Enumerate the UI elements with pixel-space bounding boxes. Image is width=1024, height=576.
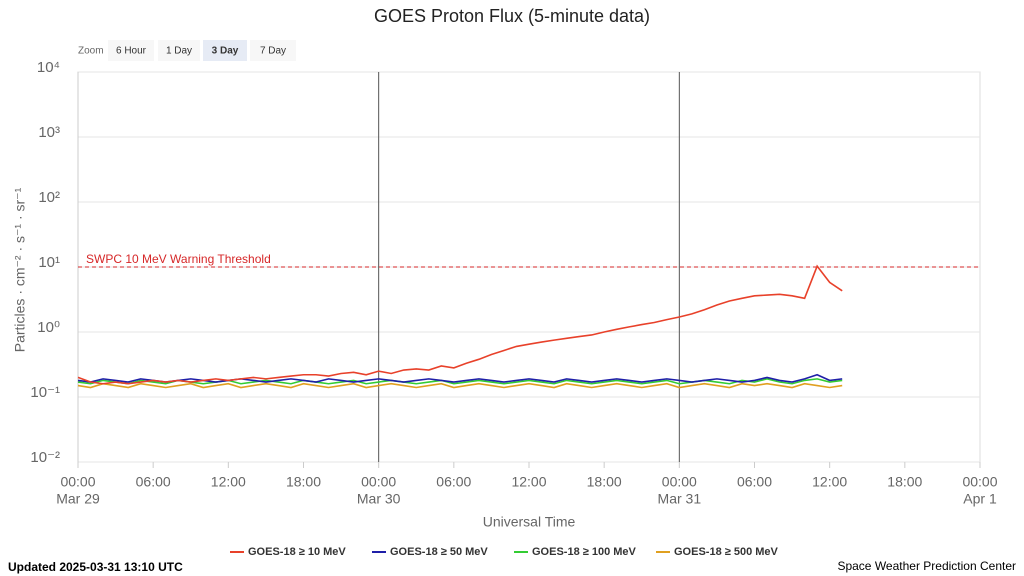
zoom-button[interactable] [108,40,154,61]
x-tick-date: Apr 1 [963,491,997,507]
x-tick-label: 12:00 [211,474,246,490]
series-line [77,264,843,385]
x-tick-label: 06:00 [136,474,171,490]
zoom-button-label[interactable]: 3 Day [212,46,239,57]
x-axis-label: Universal Time [483,514,576,530]
y-tick-label: 10⁻¹ [30,384,60,401]
zoom-button[interactable] [203,40,247,61]
zoom-button-label[interactable]: 6 Hour [116,46,147,57]
zoom-button-label[interactable]: 1 Day [166,46,192,57]
y-tick-label: 10⁻² [30,449,60,466]
x-tick-date: Mar 29 [56,491,100,507]
y-tick-label: 10¹ [38,254,60,271]
legend-label[interactable]: GOES-18 ≥ 50 MeV [390,546,488,558]
x-tick-label: 00:00 [361,474,396,490]
y-tick-label: 10² [38,189,60,206]
x-tick-label: 18:00 [286,474,321,490]
y-tick-label: 10³ [38,124,60,141]
legend-label[interactable]: GOES-18 ≥ 10 MeV [248,546,346,558]
x-tick-label: 18:00 [887,474,922,490]
chart-title: GOES Proton Flux (5-minute data) [374,6,650,26]
x-tick-date: Mar 31 [658,491,702,507]
legend-label[interactable]: GOES-18 ≥ 100 MeV [532,546,637,558]
x-tick-label: 12:00 [812,474,847,490]
x-tick-label: 12:00 [511,474,546,490]
series-line [77,378,843,385]
zoom-label: Zoom [78,46,104,57]
x-tick-label: 00:00 [662,474,697,490]
x-tick-label: 00:00 [962,474,997,490]
series-line [77,373,843,383]
series-line [77,382,843,389]
y-tick-label: 10⁴ [37,59,60,76]
footer-updated: Updated 2025-03-31 13:10 UTC [8,560,183,574]
y-axis-label: Particles · cm⁻² · s⁻¹ · sr⁻¹ [12,187,28,352]
x-tick-label: 18:00 [587,474,622,490]
y-tick-label: 10⁰ [37,319,60,336]
x-tick-date: Mar 30 [357,491,401,507]
x-tick-label: 06:00 [436,474,471,490]
x-tick-label: 06:00 [737,474,772,490]
zoom-button[interactable] [250,40,296,61]
zoom-button-label[interactable]: 7 Day [260,46,286,57]
legend-label[interactable]: GOES-18 ≥ 500 MeV [674,546,779,558]
x-tick-label: 00:00 [60,474,95,490]
footer-credit: Space Weather Prediction Center [837,559,1016,573]
threshold-label: SWPC 10 MeV Warning Threshold [86,252,271,266]
zoom-button[interactable] [158,40,200,61]
